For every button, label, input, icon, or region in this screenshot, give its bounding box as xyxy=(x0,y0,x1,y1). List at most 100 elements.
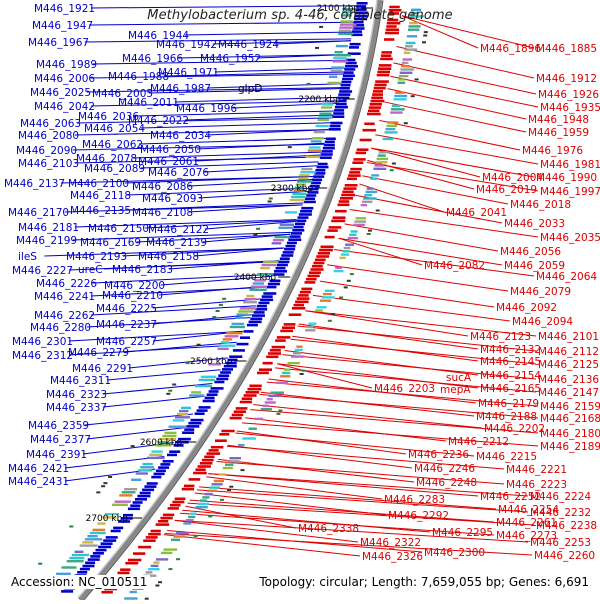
reverse-gene-label[interactable]: M446_2112 xyxy=(538,346,599,358)
reverse-gene-label[interactable]: M446_2261 xyxy=(496,517,557,529)
reverse-gene-label[interactable]: M446_1885 xyxy=(536,43,597,55)
reverse-gene-label[interactable]: M446_2260 xyxy=(534,550,595,562)
forward-gene-label[interactable]: M446_2280 xyxy=(30,322,91,334)
reverse-gene-label[interactable]: M446_1981 xyxy=(540,159,600,171)
forward-gene-label[interactable]: M446_2025 xyxy=(30,87,91,99)
reverse-gene-label[interactable]: M446_2322 xyxy=(360,537,421,549)
reverse-gene-label[interactable]: M446_2232 xyxy=(530,507,591,519)
forward-gene-label[interactable]: M446_2193 xyxy=(66,251,127,263)
reverse-gene-label[interactable]: M446_2189 xyxy=(540,441,600,453)
forward-gene-label[interactable]: M446_1989 xyxy=(36,59,97,71)
reverse-gene-label[interactable]: M446_2273 xyxy=(496,530,557,542)
forward-gene-label[interactable]: M446_2279 xyxy=(68,347,129,359)
reverse-gene-label[interactable]: M446_2125 xyxy=(538,359,599,371)
reverse-gene-label[interactable]: M446_2300 xyxy=(424,547,485,559)
forward-gene-label[interactable]: M446_2118 xyxy=(70,190,131,202)
forward-gene-label[interactable]: M446_2169 xyxy=(80,237,141,249)
reverse-gene-label[interactable]: M446_2147 xyxy=(538,387,599,399)
reverse-gene-label[interactable]: M446_2223 xyxy=(506,479,567,491)
reverse-gene-label[interactable]: M446_2224 xyxy=(530,491,591,503)
forward-gene-label[interactable]: M446_2391 xyxy=(26,449,87,461)
forward-gene-label[interactable]: M446_2291 xyxy=(72,363,133,375)
reverse-gene-label[interactable]: M446_2188 xyxy=(476,411,537,423)
reverse-gene-label[interactable]: M446_2154 xyxy=(480,370,541,382)
forward-gene-label[interactable]: M446_2158 xyxy=(138,251,199,263)
forward-gene-label[interactable]: M446_1971 xyxy=(158,67,219,79)
forward-gene-label[interactable]: M446_2312 xyxy=(12,350,73,362)
forward-gene-label[interactable]: M446_2301 xyxy=(12,336,73,348)
reverse-gene-label[interactable]: M446_1926 xyxy=(538,89,599,101)
forward-gene-label[interactable]: ileS xyxy=(18,251,37,263)
reverse-gene-label[interactable]: M446_2041 xyxy=(446,207,507,219)
forward-gene-label[interactable]: M446_2199 xyxy=(16,235,77,247)
reverse-gene-label[interactable]: M446_2018 xyxy=(510,199,571,211)
forward-gene-label[interactable]: M446_2042 xyxy=(34,101,95,113)
forward-gene-label[interactable]: M446_1987 xyxy=(150,83,211,95)
reverse-gene-label[interactable]: M446_2238 xyxy=(536,520,597,532)
reverse-gene-label[interactable]: M446_1896 xyxy=(480,43,541,55)
forward-gene-label[interactable]: M446_2006 xyxy=(34,73,95,85)
reverse-gene-label[interactable]: M446_2035 xyxy=(540,232,600,244)
forward-gene-label[interactable]: M446_2062 xyxy=(82,139,143,151)
forward-gene-label[interactable]: M446_2227 xyxy=(12,265,73,277)
forward-gene-label[interactable]: M446_2226 xyxy=(36,278,97,290)
reverse-gene-label[interactable]: M446_2221 xyxy=(506,464,567,476)
forward-gene-label[interactable]: M446_1924 xyxy=(218,39,279,51)
forward-gene-label[interactable]: M446_2122 xyxy=(148,224,209,236)
reverse-gene-label[interactable]: M446_2253 xyxy=(530,537,591,549)
reverse-gene-label[interactable]: M446_2212 xyxy=(448,436,509,448)
forward-gene-label[interactable]: M446_2103 xyxy=(18,158,79,170)
reverse-gene-label[interactable]: M446_1997 xyxy=(540,186,600,198)
reverse-gene-label[interactable]: M446_2180 xyxy=(540,428,600,440)
forward-gene-label[interactable]: M446_2311 xyxy=(50,375,111,387)
reverse-gene-label[interactable]: M446_2079 xyxy=(510,286,571,298)
forward-gene-label[interactable]: M446_2061 xyxy=(138,156,199,168)
forward-gene-label[interactable]: M446_2170 xyxy=(8,207,69,219)
reverse-gene-label[interactable]: M446_2136 xyxy=(538,374,599,386)
forward-gene-label[interactable]: M446_1944 xyxy=(128,30,189,42)
reverse-gene-label[interactable]: M446_2165 xyxy=(480,383,541,395)
forward-gene-label[interactable]: M446_2377 xyxy=(30,434,91,446)
forward-gene-label[interactable]: M446_2063 xyxy=(20,118,81,130)
forward-gene-label[interactable]: M446_2237 xyxy=(96,319,157,331)
forward-gene-label[interactable]: M446_2181 xyxy=(18,222,79,234)
reverse-gene-label[interactable]: M446_2236 xyxy=(408,449,469,461)
reverse-gene-label[interactable]: M446_1976 xyxy=(522,145,583,157)
forward-gene-label[interactable]: M446_2200 xyxy=(104,280,165,292)
forward-gene-label[interactable]: M446_2257 xyxy=(96,336,157,348)
reverse-gene-label[interactable]: M446_2092 xyxy=(496,302,557,314)
forward-gene-label[interactable]: M446_1921 xyxy=(34,3,95,15)
forward-gene-label[interactable]: M446_2036 xyxy=(78,111,139,123)
forward-gene-label[interactable]: M446_2183 xyxy=(112,264,173,276)
reverse-gene-label[interactable]: M446_1990 xyxy=(536,172,597,184)
reverse-gene-label[interactable]: M446_2326 xyxy=(362,551,423,563)
forward-gene-label[interactable]: M446_2262 xyxy=(34,310,95,322)
reverse-gene-label[interactable]: M446_2056 xyxy=(500,246,561,258)
forward-gene-label[interactable]: M446_2090 xyxy=(16,145,77,157)
forward-gene-label[interactable]: M446_2086 xyxy=(132,181,193,193)
forward-gene-label[interactable]: M446_2421 xyxy=(8,463,69,475)
forward-gene-label[interactable]: M446_1942 xyxy=(156,39,217,51)
forward-gene-label[interactable]: M446_1966 xyxy=(122,53,183,65)
forward-gene-label[interactable]: M446_2431 xyxy=(8,476,69,488)
reverse-gene-label[interactable]: M446_2215 xyxy=(476,451,537,463)
reverse-gene-label[interactable]: M446_1959 xyxy=(528,127,589,139)
named-gene-label[interactable]: mepA xyxy=(440,384,471,396)
reverse-gene-label[interactable]: M446_2292 xyxy=(388,510,449,522)
reverse-gene-label[interactable]: M446_2338 xyxy=(298,523,359,535)
forward-gene-label[interactable]: M446_2080 xyxy=(18,130,79,142)
forward-gene-label[interactable]: M446_2337 xyxy=(46,402,107,414)
reverse-gene-label[interactable]: M446_2019 xyxy=(476,184,537,196)
forward-gene-label[interactable]: M446_2139 xyxy=(146,237,207,249)
reverse-gene-label[interactable]: M446_2252 xyxy=(480,491,541,503)
forward-gene-label[interactable]: M446_1947 xyxy=(32,20,93,32)
reverse-gene-label[interactable]: M446_2295 xyxy=(432,527,493,539)
forward-gene-label[interactable]: M446_1996 xyxy=(176,103,237,115)
reverse-gene-label[interactable]: M446_2203 xyxy=(374,383,435,395)
forward-gene-label[interactable]: M446_2022 xyxy=(128,115,189,127)
reverse-gene-label[interactable]: M446_2123 xyxy=(470,331,531,343)
reverse-gene-label[interactable]: M446_2132 xyxy=(480,344,541,356)
reverse-gene-label[interactable]: M446_2004 xyxy=(482,172,543,184)
reverse-gene-label[interactable]: M446_2094 xyxy=(512,316,573,328)
